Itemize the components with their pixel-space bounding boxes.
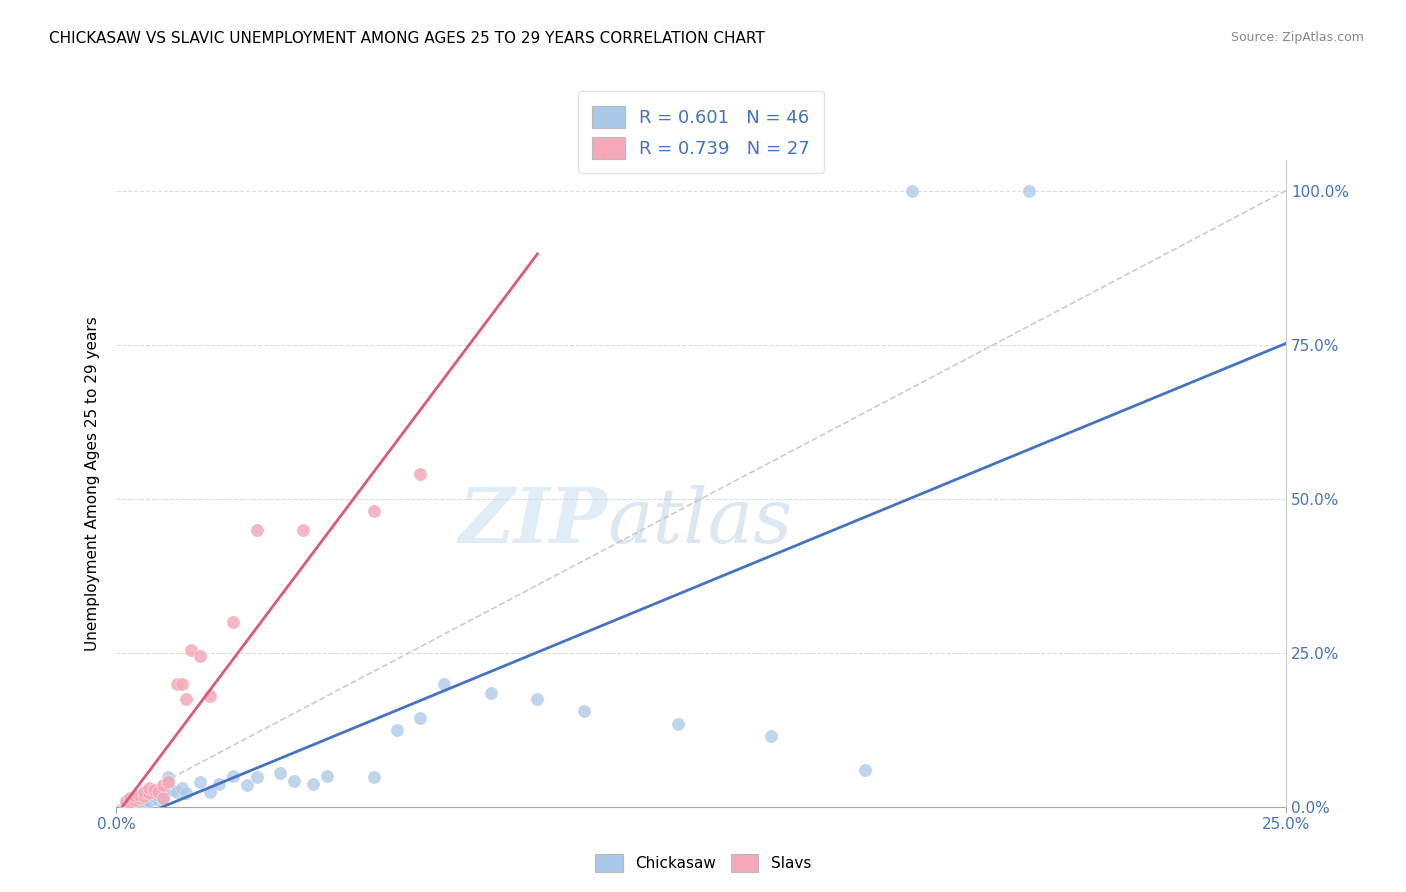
Point bbox=[269, 766, 291, 780]
Point bbox=[142, 791, 165, 805]
Point bbox=[385, 723, 408, 737]
Point bbox=[190, 648, 212, 663]
Point bbox=[433, 676, 456, 690]
Point bbox=[166, 676, 188, 690]
Point bbox=[148, 788, 170, 802]
Point bbox=[900, 184, 922, 198]
Point bbox=[134, 784, 156, 798]
Point bbox=[292, 523, 315, 537]
Point bbox=[134, 792, 156, 806]
Text: ZIP: ZIP bbox=[458, 485, 607, 559]
Point bbox=[208, 776, 231, 790]
Legend: Chickasaw, Slavs: Chickasaw, Slavs bbox=[588, 846, 818, 880]
Legend: R = 0.601   N = 46, R = 0.739   N = 27: R = 0.601 N = 46, R = 0.739 N = 27 bbox=[578, 91, 824, 173]
Point bbox=[180, 642, 202, 657]
Point bbox=[138, 792, 160, 806]
Point bbox=[124, 795, 146, 809]
Point bbox=[166, 784, 188, 798]
Point bbox=[572, 705, 595, 719]
Point bbox=[124, 789, 146, 803]
Point bbox=[134, 794, 156, 808]
Point bbox=[138, 781, 160, 796]
Point bbox=[128, 788, 150, 802]
Point bbox=[363, 504, 385, 518]
Point bbox=[148, 792, 170, 806]
Point bbox=[526, 692, 548, 706]
Point bbox=[124, 792, 146, 806]
Text: Source: ZipAtlas.com: Source: ZipAtlas.com bbox=[1230, 31, 1364, 45]
Point bbox=[176, 786, 198, 800]
Point bbox=[134, 789, 156, 803]
Point bbox=[138, 794, 160, 808]
Point bbox=[409, 710, 432, 724]
Point bbox=[236, 779, 259, 793]
Point bbox=[124, 792, 146, 806]
Point bbox=[222, 615, 245, 629]
Point bbox=[128, 795, 150, 809]
Point bbox=[148, 784, 170, 798]
Point bbox=[120, 794, 142, 808]
Point bbox=[156, 775, 179, 789]
Point bbox=[120, 797, 142, 811]
Point bbox=[301, 776, 323, 790]
Point bbox=[853, 763, 876, 777]
Point bbox=[120, 795, 142, 809]
Point bbox=[142, 782, 165, 797]
Point bbox=[479, 686, 502, 700]
Point bbox=[190, 775, 212, 789]
Text: atlas: atlas bbox=[607, 485, 793, 559]
Point bbox=[666, 716, 689, 731]
Point bbox=[198, 784, 221, 798]
Point bbox=[222, 769, 245, 783]
Point bbox=[152, 790, 174, 805]
Point bbox=[138, 786, 160, 800]
Point bbox=[120, 790, 142, 805]
Text: CHICKASAW VS SLAVIC UNEMPLOYMENT AMONG AGES 25 TO 29 YEARS CORRELATION CHART: CHICKASAW VS SLAVIC UNEMPLOYMENT AMONG A… bbox=[49, 31, 765, 46]
Point bbox=[138, 790, 160, 805]
Point bbox=[1018, 184, 1040, 198]
Point bbox=[409, 467, 432, 482]
Point bbox=[156, 771, 179, 785]
Point bbox=[315, 769, 337, 783]
Point bbox=[162, 782, 184, 797]
Point bbox=[761, 729, 783, 743]
Point bbox=[142, 789, 165, 803]
Point bbox=[363, 771, 385, 785]
Point bbox=[170, 676, 193, 690]
Point bbox=[170, 781, 193, 796]
Point bbox=[114, 794, 136, 808]
Point bbox=[176, 692, 198, 706]
Point bbox=[128, 794, 150, 808]
Point bbox=[283, 774, 305, 789]
Point bbox=[246, 771, 269, 785]
Point bbox=[128, 790, 150, 805]
Point bbox=[114, 797, 136, 811]
Y-axis label: Unemployment Among Ages 25 to 29 years: Unemployment Among Ages 25 to 29 years bbox=[86, 316, 100, 651]
Point bbox=[156, 774, 179, 789]
Point bbox=[152, 786, 174, 800]
Point bbox=[246, 523, 269, 537]
Point bbox=[198, 689, 221, 703]
Point bbox=[152, 790, 174, 805]
Point bbox=[128, 790, 150, 805]
Point bbox=[152, 779, 174, 793]
